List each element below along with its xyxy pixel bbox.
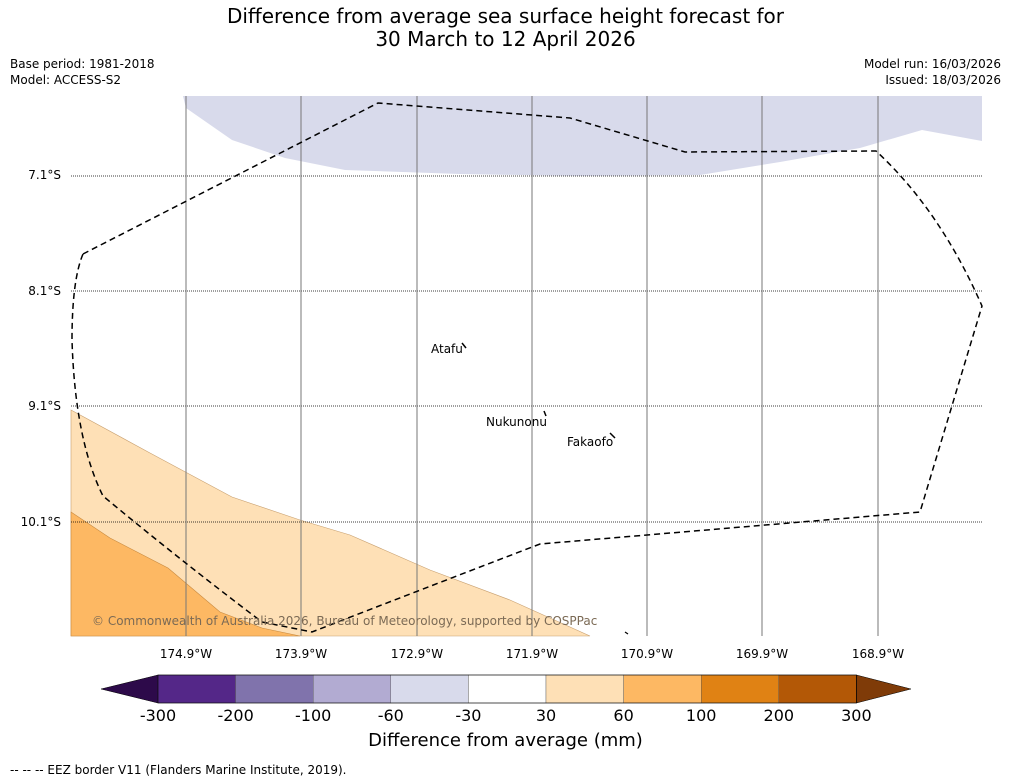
lon-label-168-9: 168.9°W: [851, 647, 905, 661]
colorbar-segment: [468, 674, 547, 704]
colorbar-tick: 300: [841, 706, 872, 725]
title-line-1: Difference from average sea surface heig…: [226, 4, 785, 28]
lon-label-172-9: 172.9°W: [390, 647, 444, 661]
lat-label-9-1: 9.1°S: [28, 399, 61, 413]
colorbar-tick: -300: [139, 706, 177, 725]
eez-footnote: -- -- -- EEZ border V11 (Flanders Marine…: [10, 763, 347, 777]
base-period: Base period: 1981-2018: [10, 57, 155, 71]
lat-label-7-1: 7.1°S: [28, 168, 61, 182]
metadata-right: Model run: 16/03/2026 Issued: 18/03/2026: [864, 56, 1001, 88]
colorbar-segment: [157, 674, 236, 704]
anomaly-region-60: [70, 511, 301, 637]
colorbar-segment: [623, 674, 702, 704]
colorbar-segment: [545, 674, 624, 704]
colorbar: [100, 674, 912, 704]
colorbar-tick: 30: [535, 706, 557, 725]
colorbar-tick: -30: [455, 706, 482, 725]
nukunonu-island-shape: [543, 410, 547, 417]
copyright-notice: © Commonwealth of Australia 2026, Bureau…: [92, 614, 598, 628]
island-label-atafu: Atafu: [431, 342, 463, 356]
colorbar-outline: [157, 674, 857, 704]
lat-label-8-1: 8.1°S: [28, 284, 61, 298]
lon-label-173-9: 173.9°W: [274, 647, 328, 661]
anomaly-region-30: [70, 409, 591, 637]
lon-label-174-9: 174.9°W: [159, 647, 213, 661]
island-label-nukunonu: Nukunonu: [486, 415, 547, 429]
lon-label-170-9: 170.9°W: [620, 647, 674, 661]
colorbar-extend-right: [856, 674, 912, 704]
atafu-island-shape: [461, 342, 467, 349]
colorbar-extend-left: [100, 674, 159, 704]
model-run: Model run: 16/03/2026: [863, 57, 1001, 71]
colorbar-segment: [778, 674, 857, 704]
colorbar-tick: 200: [763, 706, 795, 725]
colorbar-segment: [313, 674, 392, 704]
lon-label-169-9: 169.9°W: [735, 647, 789, 661]
colorbar-tick: -200: [217, 706, 254, 725]
colorbar-segment: [390, 674, 469, 704]
colorbar-tick: -100: [295, 706, 332, 725]
island-label-fakaofo: Fakaofo: [567, 435, 614, 449]
colorbar-tick: 100: [685, 706, 717, 725]
anomaly-region-minus-30: [183, 96, 982, 176]
lat-label-10-1: 10.1°S: [20, 515, 61, 529]
fakaofo-island-shape: [609, 432, 616, 439]
colorbar-tick: -60: [377, 706, 404, 725]
longitude-gridlines: [185, 96, 879, 636]
swains-island-shape: [624, 631, 629, 635]
colorbar-tick: 60: [613, 706, 634, 725]
chart-title: Difference from average sea surface heig…: [0, 5, 1011, 51]
colorbar-segment: [235, 674, 314, 704]
eez-border: [71, 102, 983, 633]
colorbar-label: Difference from average (mm): [368, 730, 643, 751]
latitude-gridlines: [71, 175, 982, 523]
lon-label-171-9: 171.9°W: [505, 647, 559, 661]
title-line-2: 30 March to 12 April 2026: [375, 27, 636, 51]
model-name: Model: ACCESS-S2: [10, 73, 122, 87]
issued-date: Issued: 18/03/2026: [885, 73, 1001, 87]
colorbar-segment: [701, 674, 780, 704]
metadata-left: Base period: 1981-2018 Model: ACCESS-S2: [10, 56, 155, 88]
